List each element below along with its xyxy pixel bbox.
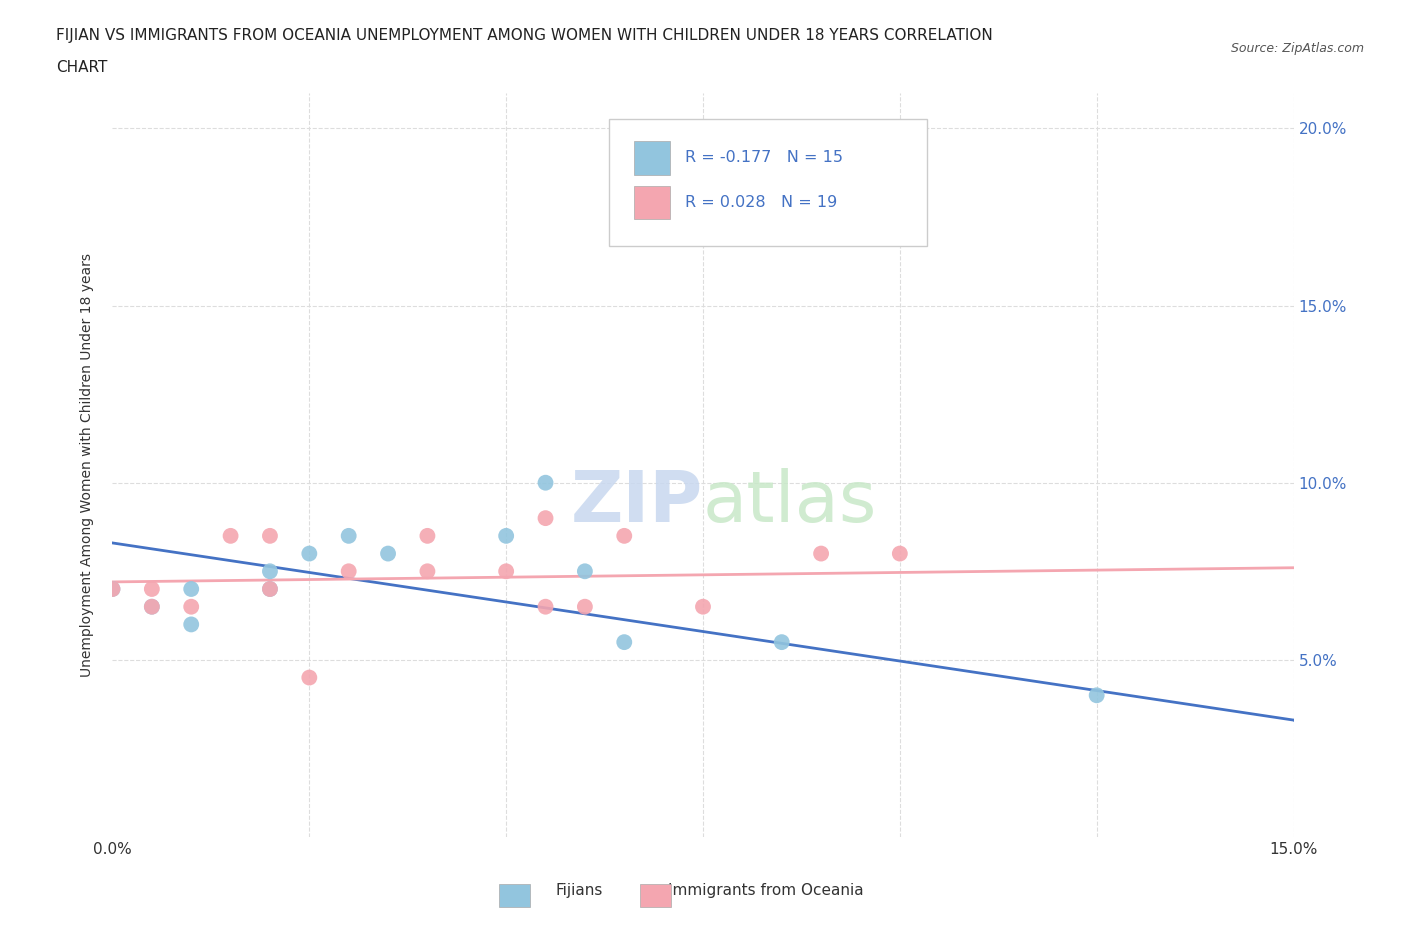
Point [337, 528, 360, 543]
Point [613, 528, 636, 543]
FancyBboxPatch shape [609, 119, 928, 246]
Text: CHART: CHART [56, 60, 108, 75]
Point [141, 599, 163, 614]
Point [298, 546, 321, 561]
Point [180, 617, 202, 631]
Point [141, 581, 163, 596]
Point [810, 546, 832, 561]
Text: R = -0.177   N = 15: R = -0.177 N = 15 [685, 151, 844, 166]
Point [574, 564, 596, 578]
Text: atlas: atlas [703, 468, 877, 537]
Point [101, 581, 124, 596]
Point [259, 564, 281, 578]
Point [219, 528, 242, 543]
Point [495, 564, 517, 578]
FancyBboxPatch shape [634, 186, 669, 219]
Text: R = 0.028   N = 19: R = 0.028 N = 19 [685, 195, 838, 210]
Point [574, 599, 596, 614]
Point [259, 581, 281, 596]
Point [534, 599, 557, 614]
Point [495, 528, 517, 543]
Point [259, 581, 281, 596]
Point [770, 634, 793, 649]
FancyBboxPatch shape [634, 141, 669, 175]
Text: Immigrants from Oceania: Immigrants from Oceania [668, 883, 863, 897]
Y-axis label: Unemployment Among Women with Children Under 18 years: Unemployment Among Women with Children U… [80, 253, 94, 677]
Point [298, 671, 321, 685]
Text: ZIP: ZIP [571, 468, 703, 537]
Point [534, 475, 557, 490]
Point [259, 528, 281, 543]
Point [101, 581, 124, 596]
Text: Source: ZipAtlas.com: Source: ZipAtlas.com [1230, 42, 1364, 55]
Text: FIJIAN VS IMMIGRANTS FROM OCEANIA UNEMPLOYMENT AMONG WOMEN WITH CHILDREN UNDER 1: FIJIAN VS IMMIGRANTS FROM OCEANIA UNEMPL… [56, 28, 993, 43]
Point [613, 139, 636, 153]
Point [416, 564, 439, 578]
Point [180, 581, 202, 596]
Point [889, 546, 911, 561]
Point [180, 599, 202, 614]
Point [534, 511, 557, 525]
Point [692, 599, 714, 614]
Point [1085, 688, 1108, 703]
Text: Fijians: Fijians [555, 883, 603, 897]
Point [377, 546, 399, 561]
Point [337, 564, 360, 578]
Point [613, 634, 636, 649]
Point [141, 599, 163, 614]
Point [416, 528, 439, 543]
